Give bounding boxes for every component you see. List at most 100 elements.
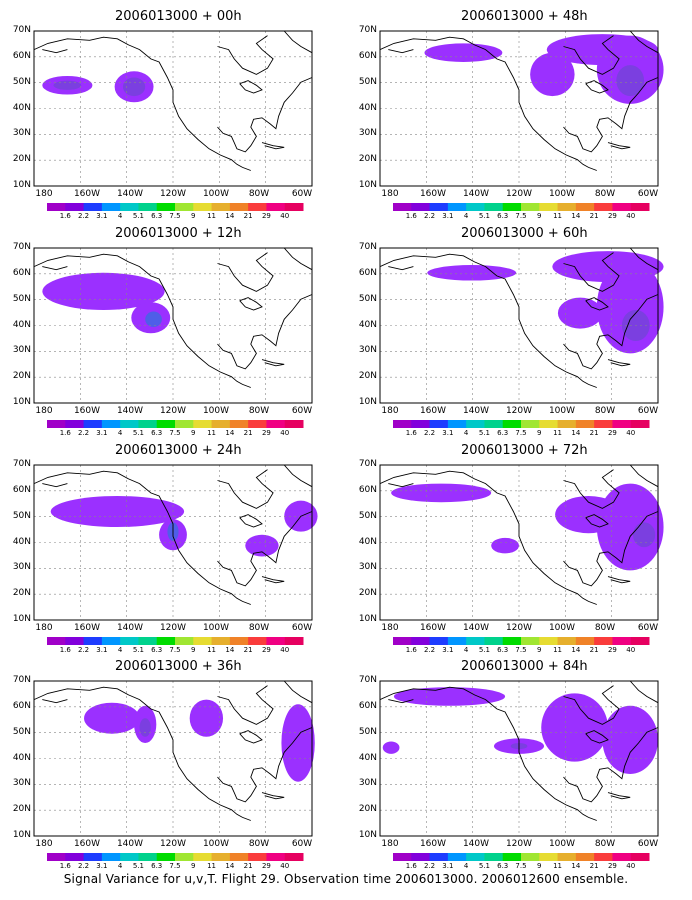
colorbar-swatch bbox=[65, 203, 85, 211]
colorbar-swatch bbox=[594, 420, 613, 428]
colorbar-tick-label: 4 bbox=[117, 212, 123, 220]
latitude-tick-label: 30N bbox=[12, 562, 31, 573]
figure-caption: Signal Variance for u,v,T. Flight 29. Ob… bbox=[63, 872, 629, 886]
colorbar-tick-label: 1.6 bbox=[405, 429, 417, 437]
colorbar-tick-label: 29 bbox=[607, 212, 617, 220]
longitude-tick-label: 160W bbox=[419, 189, 447, 199]
colorbar-swatch bbox=[429, 637, 449, 645]
variance-shading bbox=[189, 699, 224, 737]
colorbar-swatch bbox=[175, 420, 194, 428]
latitude-tick-label: 70N bbox=[12, 675, 31, 685]
colorbar-swatch bbox=[575, 853, 595, 861]
longitude-tick-label: 180 bbox=[35, 189, 53, 199]
colorbar-tick-label: 2.2 bbox=[77, 646, 90, 654]
colorbar-tick-label: 40 bbox=[280, 646, 290, 654]
variance-shading bbox=[53, 80, 82, 90]
colorbar-swatch bbox=[193, 637, 213, 645]
variance-shading bbox=[602, 705, 658, 774]
latitude-tick-label: 70N bbox=[358, 675, 377, 685]
variance-shading bbox=[541, 693, 608, 762]
map-plot bbox=[379, 30, 664, 187]
colorbar-tick-label: 4 bbox=[463, 646, 469, 654]
latitude-tick-label: 70N bbox=[12, 25, 31, 35]
colorbar-swatch bbox=[120, 637, 139, 645]
colorbar-tick-label: 21 bbox=[589, 862, 599, 870]
variance-shading bbox=[391, 483, 492, 503]
latitude-tick-label: 20N bbox=[358, 804, 377, 815]
variance-shading bbox=[122, 77, 146, 97]
longitude-tick-label: 160W bbox=[419, 623, 447, 633]
longitude-tick-label: 80W bbox=[248, 406, 270, 416]
colorbar-swatch bbox=[65, 637, 85, 645]
colorbar-swatch bbox=[393, 203, 412, 211]
colorbar-tick-label: 7.5 bbox=[515, 212, 527, 220]
panel-title: 2006013000 + 24h bbox=[115, 443, 242, 458]
longitude-tick-label: 160W bbox=[73, 189, 101, 199]
colorbar-tick-label: 14 bbox=[571, 862, 581, 870]
colorbar-tick-label: 2.2 bbox=[423, 212, 436, 220]
latitude-tick-label: 70N bbox=[358, 25, 377, 35]
colorbar-tick-label: 4 bbox=[463, 429, 469, 437]
colorbar-tick-label: 11 bbox=[553, 212, 563, 220]
panel-title: 2006013000 + 00h bbox=[115, 9, 242, 24]
latitude-tick-label: 30N bbox=[358, 345, 377, 356]
longitude-tick-label: 80W bbox=[594, 839, 616, 849]
variance-shading bbox=[491, 537, 519, 554]
colorbar-swatch bbox=[521, 203, 540, 211]
latitude-tick-label: 50N bbox=[358, 510, 377, 521]
colorbar-swatch bbox=[539, 853, 559, 861]
longitude-tick-label: 160W bbox=[73, 839, 101, 849]
colorbar-tick-label: 14 bbox=[225, 646, 235, 654]
colorbar-tick-label: 29 bbox=[261, 429, 271, 437]
colorbar-tick-label: 9 bbox=[191, 429, 196, 437]
colorbar-swatch bbox=[630, 853, 650, 861]
longitude-tick-label: 120W bbox=[159, 406, 187, 416]
colorbar-tick-label: 1.6 bbox=[405, 212, 417, 220]
colorbar-tick-label: 7.5 bbox=[515, 862, 527, 870]
colorbar-tick-label: 3.1 bbox=[442, 429, 454, 437]
colorbar bbox=[393, 203, 650, 211]
colorbar-tick-label: 21 bbox=[589, 646, 599, 654]
colorbar-swatch bbox=[612, 420, 632, 428]
colorbar-tick-label: 3.1 bbox=[96, 646, 108, 654]
variance-shading bbox=[42, 272, 165, 310]
colorbar-swatch bbox=[393, 420, 412, 428]
colorbar-swatch bbox=[411, 637, 431, 645]
colorbar-tick-label: 7.5 bbox=[169, 862, 181, 870]
longitude-tick-label: 140W bbox=[462, 839, 490, 849]
colorbar-tick-label: 29 bbox=[261, 646, 271, 654]
colorbar-swatch bbox=[630, 637, 650, 645]
variance-shading bbox=[546, 34, 658, 66]
colorbar-swatch bbox=[138, 853, 158, 861]
colorbar-swatch bbox=[557, 853, 577, 861]
variance-shading bbox=[427, 265, 517, 281]
colorbar-tick-label: 7.5 bbox=[169, 212, 181, 220]
colorbar-tick-label: 5.1 bbox=[478, 212, 490, 220]
coastline bbox=[379, 247, 659, 388]
colorbar-swatch bbox=[284, 203, 304, 211]
colorbar-tick-label: 40 bbox=[626, 212, 636, 220]
colorbar-tick-label: 14 bbox=[571, 646, 581, 654]
colorbar-swatch bbox=[229, 203, 249, 211]
longitude-tick-label: 180 bbox=[35, 839, 53, 849]
longitude-tick-label: 160W bbox=[73, 623, 101, 633]
map-plot bbox=[33, 464, 318, 621]
latitude-tick-label: 30N bbox=[358, 128, 377, 139]
colorbar-tick-label: 11 bbox=[553, 646, 563, 654]
colorbar-tick-label: 6.3 bbox=[497, 646, 509, 654]
colorbar-swatch bbox=[557, 420, 577, 428]
colorbar-tick-label: 4 bbox=[117, 429, 123, 437]
colorbar-tick-label: 14 bbox=[571, 212, 581, 220]
colorbar-tick-label: 21 bbox=[243, 646, 253, 654]
colorbar-swatch bbox=[47, 637, 66, 645]
colorbar-swatch bbox=[429, 420, 449, 428]
colorbar-tick-label: 11 bbox=[207, 429, 217, 437]
colorbar-tick-label: 29 bbox=[261, 862, 271, 870]
longitude-tick-label: 100W bbox=[202, 623, 230, 633]
latitude-tick-label: 30N bbox=[12, 778, 31, 789]
latitude-tick-label: 60N bbox=[12, 50, 31, 61]
colorbar-swatch bbox=[284, 637, 304, 645]
colorbar-swatch bbox=[575, 203, 595, 211]
map-plot bbox=[379, 247, 664, 404]
colorbar-swatch bbox=[266, 203, 286, 211]
